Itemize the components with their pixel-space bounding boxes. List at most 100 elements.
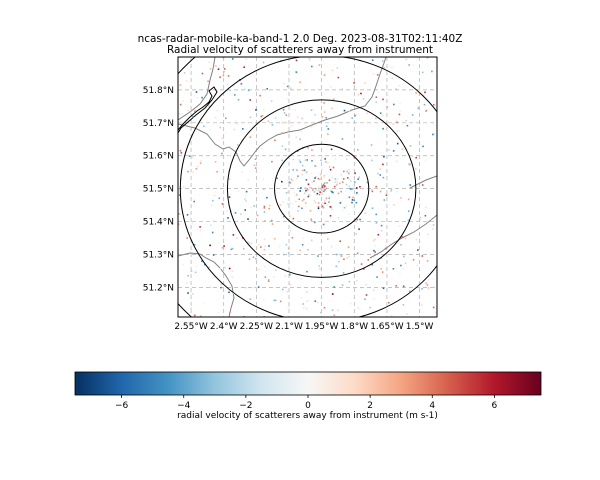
velocity-point <box>263 238 266 240</box>
velocity-point <box>330 86 332 88</box>
velocity-point <box>379 190 382 193</box>
velocity-point <box>396 121 398 124</box>
velocity-point <box>311 109 314 111</box>
velocity-point <box>341 87 343 90</box>
velocity-point <box>339 202 342 204</box>
velocity-point <box>270 100 273 102</box>
velocity-point <box>247 179 250 182</box>
velocity-point <box>240 213 242 215</box>
velocity-point <box>301 169 304 172</box>
velocity-point <box>209 286 212 288</box>
velocity-point <box>398 225 401 227</box>
velocity-point <box>295 194 298 196</box>
velocity-point <box>341 181 344 183</box>
velocity-point <box>222 74 225 77</box>
velocity-point <box>229 311 231 314</box>
velocity-point <box>396 160 398 163</box>
velocity-point <box>301 207 303 210</box>
velocity-point <box>228 196 231 198</box>
velocity-point <box>221 247 224 249</box>
velocity-point <box>395 119 397 122</box>
velocity-point <box>381 115 383 117</box>
velocity-point <box>351 188 353 190</box>
velocity-point <box>314 113 316 116</box>
velocity-point <box>331 293 334 295</box>
velocity-point <box>432 277 434 280</box>
velocity-point <box>406 124 409 127</box>
velocity-point <box>231 247 234 250</box>
velocity-point <box>382 287 385 290</box>
border-line-west <box>178 57 216 121</box>
velocity-point <box>240 83 243 85</box>
velocity-point <box>411 114 414 116</box>
velocity-point <box>395 285 397 287</box>
velocity-point <box>373 289 375 291</box>
velocity-point <box>179 194 181 196</box>
velocity-point <box>370 189 373 191</box>
velocity-point <box>317 172 319 174</box>
velocity-point <box>325 182 327 184</box>
range-ring-1 <box>226 99 417 278</box>
velocity-point <box>193 243 196 246</box>
velocity-point <box>266 88 268 90</box>
colorbar-tick-label: −6 <box>115 401 129 411</box>
velocity-point <box>187 292 189 294</box>
velocity-point <box>234 94 236 96</box>
velocity-point <box>426 284 429 286</box>
velocity-point <box>356 252 359 255</box>
velocity-point <box>336 178 339 180</box>
velocity-point <box>385 122 388 125</box>
velocity-point <box>281 180 283 183</box>
velocity-point <box>431 70 433 73</box>
colorbar-tick-label: 2 <box>367 401 373 411</box>
velocity-point <box>393 103 395 106</box>
velocity-point <box>324 158 326 160</box>
velocity-point <box>375 117 377 120</box>
velocity-point <box>312 189 314 191</box>
velocity-point <box>334 178 337 180</box>
velocity-point <box>383 199 386 201</box>
velocity-point <box>254 167 257 169</box>
velocity-point <box>336 67 339 69</box>
velocity-point <box>360 92 362 95</box>
velocity-point <box>369 306 371 309</box>
velocity-point <box>407 198 410 201</box>
velocity-point <box>255 258 257 260</box>
velocity-point <box>200 229 202 232</box>
border-line-east <box>337 57 387 117</box>
velocity-point <box>331 69 334 71</box>
velocity-point <box>396 190 398 193</box>
velocity-point <box>286 290 289 293</box>
velocity-point <box>336 181 338 183</box>
y-tick-label: 51.8°N <box>143 86 174 96</box>
velocity-point <box>371 159 373 162</box>
velocity-point <box>328 197 330 200</box>
velocity-point <box>298 198 300 201</box>
velocity-point <box>292 158 295 161</box>
velocity-point <box>297 210 299 212</box>
velocity-point <box>375 222 378 224</box>
velocity-point <box>263 188 265 190</box>
velocity-point <box>249 298 251 300</box>
velocity-point <box>301 117 303 120</box>
velocity-point <box>340 190 342 193</box>
velocity-point <box>223 68 226 70</box>
velocity-point <box>421 304 423 306</box>
velocity-point <box>432 228 434 230</box>
velocity-point <box>398 113 401 116</box>
velocity-point <box>316 301 319 304</box>
velocity-point <box>288 215 291 217</box>
velocity-point <box>286 85 289 88</box>
velocity-point <box>283 253 285 256</box>
velocity-point <box>324 199 326 202</box>
velocity-point <box>317 207 320 210</box>
velocity-point <box>194 271 197 274</box>
velocity-point <box>364 212 367 215</box>
velocity-point <box>349 188 352 190</box>
colorbar-ticks: −6 −4 −2 0 2 4 6 <box>115 395 498 411</box>
velocity-point <box>197 165 199 168</box>
velocity-point <box>299 249 301 252</box>
velocity-point <box>353 181 356 183</box>
velocity-point <box>348 178 350 180</box>
velocity-point <box>334 158 337 160</box>
